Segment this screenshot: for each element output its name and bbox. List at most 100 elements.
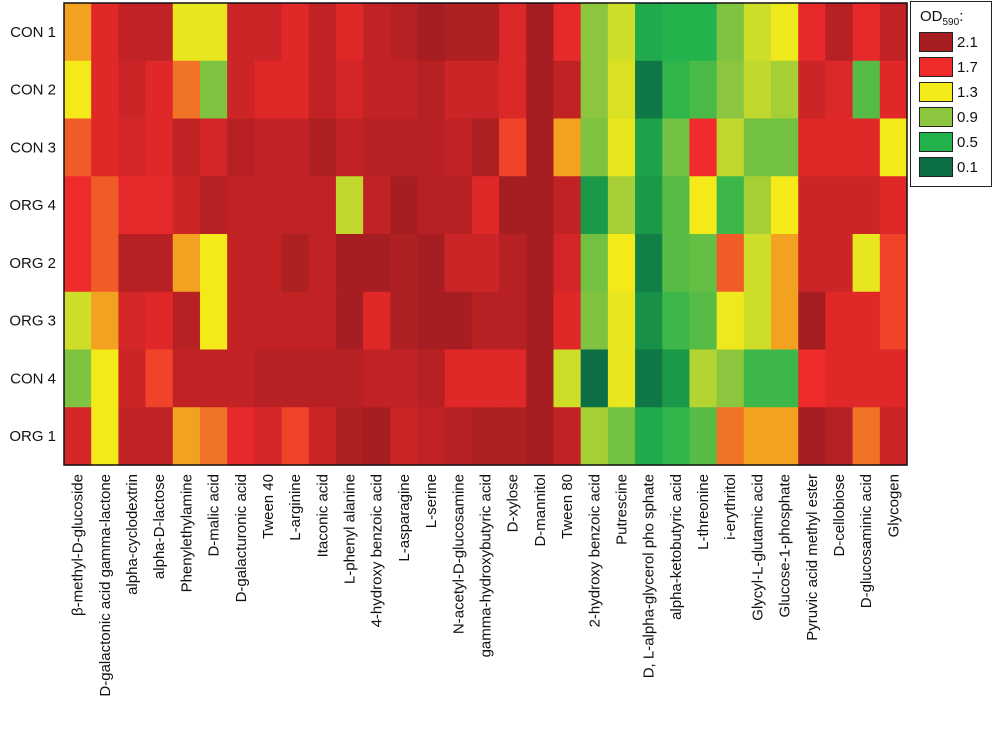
heatmap-cell (879, 349, 908, 408)
heatmap-cell (553, 234, 582, 293)
heatmap-cell (716, 349, 745, 408)
heatmap-cell (199, 407, 228, 466)
heatmap-cell (390, 234, 419, 293)
heatmap-cell (526, 176, 555, 235)
heatmap-cell (635, 407, 663, 466)
heatmap-cell (118, 407, 147, 466)
heatmap-cell (308, 3, 337, 62)
heatmap-cell (771, 176, 799, 235)
heatmap-cell (91, 3, 119, 62)
heatmap-cell (499, 349, 527, 408)
heatmap-cell (363, 291, 391, 351)
heatmap-cell (145, 3, 174, 62)
heatmap-cell (471, 118, 500, 177)
heatmap-cell (390, 118, 419, 177)
heatmap-cell (335, 3, 364, 62)
heatmap-cell (390, 349, 419, 408)
heatmap-cell (743, 349, 772, 408)
heatmap-cell (444, 60, 473, 120)
column-label: Putrescine (613, 474, 630, 545)
legend-label: 2.1 (957, 34, 978, 51)
heatmap-cell (879, 3, 908, 62)
heatmap-cell (580, 407, 609, 466)
heatmap-cell (417, 349, 446, 408)
heatmap-cell (471, 407, 500, 466)
heatmap-cell (64, 349, 92, 408)
heatmap-cell (118, 291, 147, 351)
heatmap-cell (553, 291, 582, 351)
heatmap-cell (716, 3, 745, 62)
heatmap-cell (390, 60, 419, 120)
heatmap-cell (499, 3, 527, 62)
heatmap-cell (145, 349, 174, 408)
legend-item: 1.3 (919, 82, 993, 102)
column-label: β-methyl-D-glucoside (70, 474, 87, 616)
legend-label: 0.9 (957, 109, 978, 126)
heatmap-cell (580, 349, 609, 408)
heatmap-cell (580, 3, 609, 62)
row-label: ORG 3 (9, 313, 56, 330)
heatmap-cell (471, 176, 500, 235)
heatmap-cell (118, 349, 147, 408)
plot-frame (63, 2, 908, 466)
heatmap-cell (526, 234, 555, 293)
heatmap-cell (825, 176, 854, 235)
heatmap-cell (716, 60, 745, 120)
heatmap-cell (798, 291, 827, 351)
heatmap-cell (308, 60, 337, 120)
heatmap-cell (580, 60, 609, 120)
heatmap-cell (172, 349, 201, 408)
heatmap-cell (390, 176, 419, 235)
heatmap-cell (254, 407, 283, 466)
heatmap-cell (689, 118, 718, 177)
heatmap-cell (172, 60, 201, 120)
heatmap-cell (335, 176, 364, 235)
heatmap-cell (607, 234, 636, 293)
heatmap-cell (308, 407, 337, 466)
legend-item: 0.1 (919, 157, 993, 177)
heatmap-cell (199, 176, 228, 235)
column-label: L-asparagine (396, 474, 413, 562)
heatmap-cell (417, 291, 446, 351)
column-label: alpha-ketobutyric acid (668, 474, 685, 620)
heatmap-cell (471, 60, 500, 120)
heatmap-cell (689, 176, 718, 235)
heatmap-cell (308, 291, 337, 351)
legend-item: 1.7 (919, 57, 993, 77)
heatmap-cell (662, 291, 691, 351)
heatmap-cell (363, 176, 391, 235)
heatmap-cell (91, 60, 119, 120)
heatmap-cell (417, 176, 446, 235)
column-label: Tween 40 (260, 474, 277, 539)
heatmap-cell (553, 176, 582, 235)
heatmap-cell (471, 234, 500, 293)
heatmap-cell (825, 234, 854, 293)
heatmap-cell (444, 234, 473, 293)
heatmap-cell (798, 60, 827, 120)
row-label: CON 2 (10, 82, 56, 99)
heatmap-cell (879, 60, 908, 120)
row-label: ORG 1 (9, 428, 56, 445)
heatmap-cell (825, 349, 854, 408)
heatmap-cell (145, 234, 174, 293)
legend-label: 0.5 (957, 134, 978, 151)
heatmap-cell (798, 234, 827, 293)
row-labels: CON 1 CON 2 CON 3 ORG 4 ORG 2 ORG 3 CON 4 ORG 1 (9, 24, 56, 445)
column-label: L-threonine (695, 474, 712, 550)
heatmap-cell (635, 176, 663, 235)
heatmap-cell (172, 118, 201, 177)
heatmap-cell (771, 3, 799, 62)
heatmap-cell (444, 3, 473, 62)
legend-title: OD590: (920, 8, 964, 28)
heatmap-cell (417, 3, 446, 62)
heatmap-cell (852, 291, 881, 351)
heatmap-cell (825, 407, 854, 466)
column-label: D, L-alpha-glycerol pho sphate (641, 474, 658, 678)
column-label: Glycyl-L-glutamic acid (749, 474, 766, 621)
heatmap-cell (662, 407, 691, 466)
heatmap-cell (145, 60, 174, 120)
heatmap-cell (526, 3, 555, 62)
heatmap-cell (118, 176, 147, 235)
heatmap-cell (662, 60, 691, 120)
heatmap-cell (227, 3, 255, 62)
